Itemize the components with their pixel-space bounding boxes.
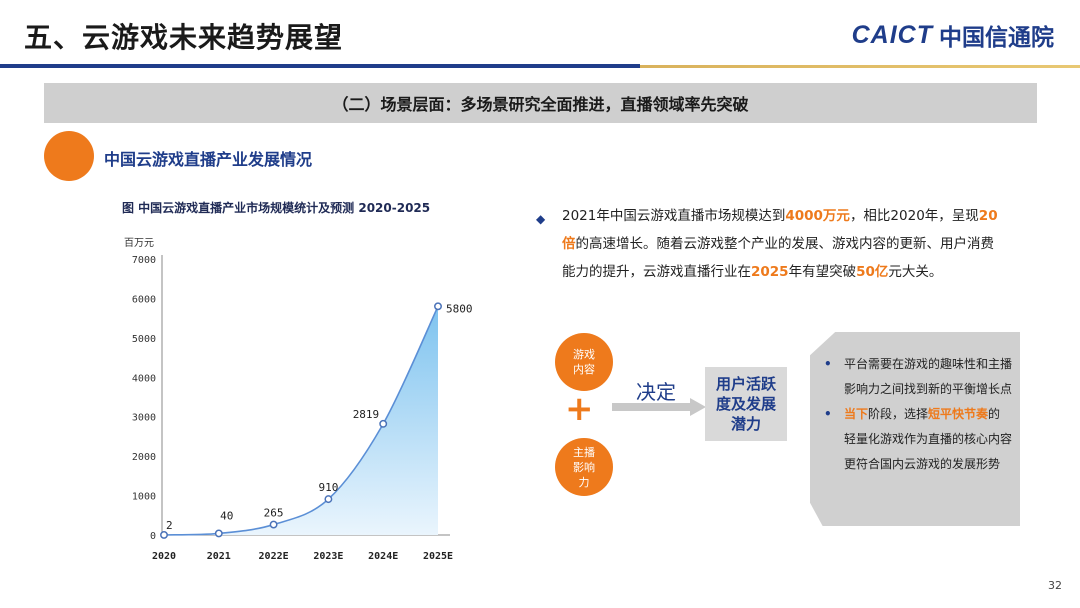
data-point (324, 495, 333, 504)
summary-paragraph: ◆ 2021年中国云游戏直播市场规模达到4000万元，相比2020年，呈现20倍… (536, 202, 1006, 286)
data-point (269, 520, 278, 529)
insight-card (810, 332, 1020, 526)
caict-logo: CAICT 中国信通院 (852, 18, 1054, 52)
section-label: （二）场景层面：多场景研究全面推进，直播领域率先突破 (332, 95, 749, 114)
logo-english: CAICT (851, 20, 933, 49)
x-tick-label: 2025E (423, 551, 453, 562)
data-point (379, 419, 388, 428)
data-point (434, 302, 442, 311)
summary-text-1: 2021年中国云游戏直播市场规模达到 (562, 208, 786, 224)
data-label: 2819 (353, 408, 380, 421)
y-tick-label: 4000 (132, 373, 156, 384)
logo-chinese: 中国信通院 (939, 25, 1054, 51)
chart-svg: 百万元 0 1000 2000 3000 4000 5000 6000 7000 2 40 265 91… (124, 237, 473, 562)
diamond-bullet-icon: ◆ (536, 212, 546, 226)
insight-text-1: 平台需要在游戏的趣味性和主播影响力之间找到新的平衡增长点 (844, 357, 1013, 396)
y-tick-label: 6000 (132, 294, 156, 305)
bullet-circle-icon (44, 131, 94, 181)
summary-text-4: 年有望突破 (788, 264, 857, 280)
subheading: 中国云游戏直播产业发展情况 (104, 150, 313, 169)
summary-highlight-3: 2025 (751, 264, 789, 280)
y-tick-label: 0 (150, 531, 156, 542)
data-label: 5800 (446, 302, 473, 315)
page-number: 32 (1048, 579, 1062, 592)
x-tick-label: 2021 (207, 551, 231, 562)
x-tick-label: 2024E (368, 551, 398, 562)
series-area (164, 306, 438, 535)
insight-item-2: • 当下阶段，选择短平快节奏的轻量化游戏作为直播的核心内容更符合国内云游戏的发展… (822, 402, 1012, 477)
y-tick-label: 5000 (132, 334, 156, 345)
insight-text-2b: 的轻量化游戏作为直播的核心内容更符合国内云游戏的发展形势 (844, 407, 1013, 471)
insight-highlight-2: 短平快节奏 (928, 407, 989, 421)
summary-highlight-2: 20倍 (562, 208, 998, 252)
plus-icon: + (565, 389, 594, 429)
y-axis-unit: 百万元 (124, 237, 154, 249)
data-label: 910 (318, 481, 338, 494)
summary-text-3: 的高速增长。随着云游戏整个产业的发展、游戏内容的更新、用户消费能力的提升，云游戏… (562, 236, 994, 280)
y-tick-label: 3000 (132, 413, 156, 424)
summary-highlight-4: 50亿 (856, 264, 889, 280)
decide-label: 决定 (636, 380, 676, 404)
y-tick-label: 2000 (132, 452, 156, 463)
summary-highlight-1: 4000万元 (785, 208, 850, 224)
insight-item-1: • 平台需要在游戏的趣味性和主播影响力之间找到新的平衡增长点 (822, 352, 1012, 402)
chart-caption: 图 中国云游戏直播产业市场规模统计及预测 2020-2025 (122, 201, 431, 215)
data-label: 40 (220, 509, 233, 522)
summary-text-2: ，相比2020年，呈现 (849, 208, 979, 224)
bullet-dot-icon: • (824, 407, 832, 421)
data-label: 2 (166, 519, 173, 532)
streamer-influence-circle: 主播影响力 (555, 438, 613, 496)
section-bar: （二）场景层面：多场景研究全面推进，直播领域率先突破 (44, 83, 1037, 123)
data-label: 265 (264, 507, 284, 520)
user-potential-box: 用户活跃度及发展潜力 (705, 367, 787, 441)
data-point (160, 530, 168, 539)
streamer-influence-label: 主播影响力 (573, 445, 595, 489)
header-rule-gold (640, 65, 1080, 68)
data-point (214, 529, 223, 538)
user-potential-label: 用户活跃度及发展潜力 (715, 375, 776, 433)
right-arrow-icon (612, 398, 706, 416)
summary-text-5: 元大关。 (888, 264, 943, 280)
bullet-dot-icon: • (824, 357, 832, 371)
x-tick-label: 2023E (313, 551, 343, 562)
game-content-label: 游戏内容 (573, 348, 595, 376)
summary-body: 2021年中国云游戏直播市场规模达到4000万元，相比2020年，呈现20倍的高… (536, 202, 1006, 286)
y-tick-label: 1000 (132, 492, 156, 503)
game-content-circle: 游戏内容 (555, 333, 613, 391)
insight-highlight-1: 当下 (844, 407, 869, 421)
x-tick-label: 2020 (152, 551, 176, 562)
x-tick-label: 2022E (259, 551, 289, 562)
page-title: 五、云游戏未来趋势展望 (24, 21, 344, 54)
insight-text-2a: 阶段，选择 (868, 407, 929, 421)
insight-list: • 平台需要在游戏的趣味性和主播影响力之间找到新的平衡增长点 • 当下阶段，选择… (822, 352, 1012, 477)
y-tick-label: 7000 (132, 255, 156, 266)
market-size-chart: 百万元 0 1000 2000 3000 4000 5000 6000 7000 2 40 265 91… (120, 230, 490, 570)
header-rule-blue (0, 64, 640, 68)
